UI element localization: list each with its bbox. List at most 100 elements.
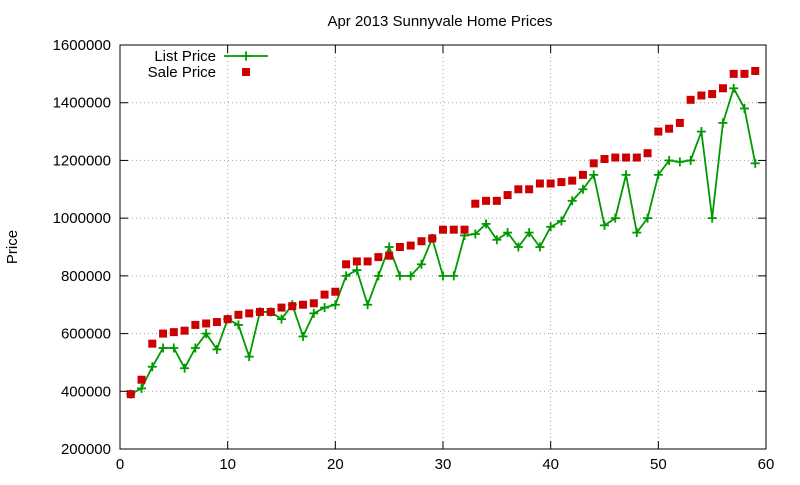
- y-tick-label: 800000: [61, 268, 111, 285]
- list-price-point: [503, 228, 513, 238]
- list-price-point: [309, 308, 319, 318]
- y-tick-label: 1400000: [53, 95, 111, 112]
- y-tick-label: 200000: [61, 441, 111, 458]
- x-tick-label: 30: [435, 456, 452, 473]
- sale-price-point: [718, 84, 727, 93]
- sale-price-point: [492, 196, 501, 205]
- sale-price-point: [245, 309, 254, 318]
- sale-price-point: [309, 299, 318, 308]
- sale-price-point: [212, 318, 221, 327]
- sale-price-point: [578, 170, 587, 179]
- sale-price-point: [288, 302, 297, 311]
- list-price-point: [524, 228, 534, 238]
- list-price-point: [686, 155, 696, 165]
- list-price-point: [416, 259, 426, 269]
- sale-price-point: [503, 191, 512, 200]
- list-price-point: [406, 271, 416, 281]
- sale-price-point: [299, 300, 308, 309]
- legend-label-list-price: List Price: [154, 48, 216, 65]
- sale-price-point: [363, 257, 372, 266]
- sale-price-point: [697, 91, 706, 100]
- list-price-point: [169, 343, 179, 353]
- sale-price-point: [223, 315, 232, 324]
- list-price-point: [739, 103, 749, 113]
- legend-label-sale-price: Sale Price: [148, 64, 216, 81]
- legend-symbol-list-price: [224, 51, 268, 61]
- sale-price-point: [654, 127, 663, 136]
- sale-price-point: [331, 287, 340, 296]
- sale-price-point: [385, 251, 394, 260]
- list-price-point: [233, 320, 243, 330]
- sale-price-point: [169, 328, 178, 337]
- sale-price-point: [643, 149, 652, 158]
- list-price-point: [513, 242, 523, 252]
- sale-price-point: [159, 329, 168, 338]
- sale-price-point: [632, 153, 641, 162]
- chart-title: Apr 2013 Sunnyvale Home Prices: [327, 13, 552, 30]
- sale-price-point: [600, 154, 609, 163]
- list-price-point: [298, 331, 308, 341]
- sale-price-point: [514, 185, 523, 194]
- sale-price-point: [568, 176, 577, 185]
- list-price-point: [320, 303, 330, 313]
- sale-price-point: [460, 225, 469, 234]
- sale-price-point: [675, 118, 684, 127]
- x-tick-label: 0: [116, 456, 124, 473]
- list-price-point: [750, 158, 760, 168]
- sale-price-point: [374, 253, 383, 262]
- x-tick-label: 20: [327, 456, 344, 473]
- sale-price-point: [589, 159, 598, 168]
- sale-price-point: [665, 124, 674, 133]
- list-price-point: [556, 216, 566, 226]
- y-tick-label: 1600000: [53, 37, 111, 54]
- sale-price-point: [266, 307, 275, 316]
- sale-price-point: [342, 260, 351, 269]
- y-tick-label: 1000000: [53, 210, 111, 227]
- sale-price-point: [482, 196, 491, 205]
- list-price-point: [190, 343, 200, 353]
- list-price-point: [180, 363, 190, 373]
- list-price-point: [696, 127, 706, 137]
- list-price-point: [535, 242, 545, 252]
- list-price-point: [707, 213, 717, 223]
- list-price-point: [600, 220, 609, 230]
- x-tick-label: 60: [758, 456, 775, 473]
- list-price-point: [395, 271, 405, 281]
- list-price-point: [373, 271, 383, 281]
- legend-symbol-sale-price: [242, 68, 250, 76]
- list-price-point: [621, 170, 631, 180]
- x-tick-label: 40: [542, 456, 559, 473]
- sale-price-point: [686, 95, 695, 104]
- sale-price-point: [611, 153, 620, 162]
- y-tick-label: 1200000: [53, 152, 111, 169]
- list-price-point: [352, 265, 362, 275]
- list-price-point: [481, 219, 491, 229]
- list-price-point: [212, 344, 222, 354]
- list-price-point: [578, 184, 588, 194]
- ticks: 0 10 20 30 40 50 60 200000 400000 600000 800000 100…: [53, 37, 775, 473]
- sale-price-point: [535, 179, 544, 188]
- list-price-point: [470, 229, 480, 239]
- legend: List Price Sale Price: [148, 48, 268, 81]
- sale-price-point: [234, 310, 243, 319]
- list-price-point: [277, 314, 286, 324]
- y-tick-label: 600000: [61, 326, 111, 343]
- legend-square-marker: [242, 68, 250, 76]
- series-layer: [126, 66, 760, 399]
- sale-price-point: [471, 199, 480, 208]
- sale-price-point: [277, 303, 286, 312]
- list-price-point: [718, 118, 728, 128]
- list-price-point: [610, 213, 620, 223]
- sale-price-point: [525, 185, 534, 194]
- sale-price-point: [406, 241, 415, 250]
- list-price-point: [384, 242, 394, 252]
- list-price-point: [449, 271, 459, 281]
- sale-price-point: [137, 375, 146, 384]
- sale-price-point: [126, 390, 135, 399]
- list-price-point: [589, 170, 599, 180]
- sale-price-point: [449, 225, 458, 234]
- list-price-point: [341, 271, 351, 281]
- sale-price-point: [180, 326, 189, 335]
- list-price-point: [729, 83, 739, 93]
